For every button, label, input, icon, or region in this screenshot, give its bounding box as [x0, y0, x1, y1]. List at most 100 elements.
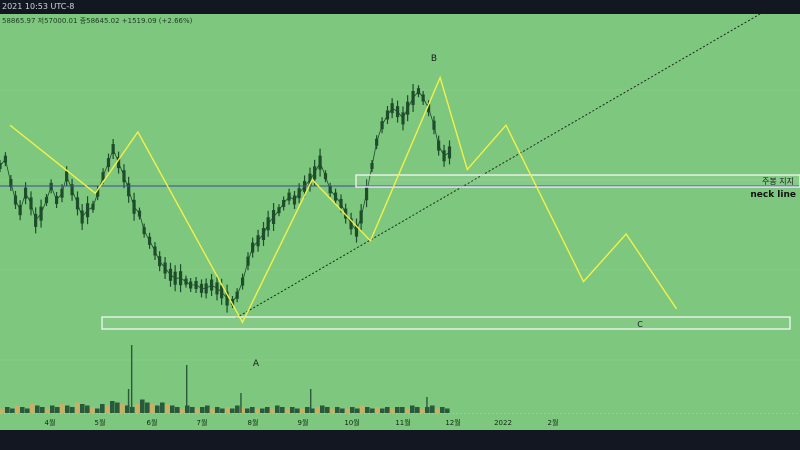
neckline-label: neck line	[750, 190, 796, 200]
volume-bar-9	[45, 408, 50, 413]
volume-bar-39	[195, 408, 200, 413]
volume-bar-70	[350, 407, 355, 413]
volume-spike-1	[127, 389, 130, 413]
volume-bar-66	[330, 408, 335, 413]
x-axis: 4월 5월 6월 7월 8월 9월 10월 11월 12월 2022 2월	[45, 418, 559, 427]
volume-bar-24	[120, 404, 125, 413]
volume-bar-40	[200, 407, 205, 413]
volume-bar-61	[305, 407, 310, 413]
volume-bar-1	[5, 407, 10, 413]
volume-bar-11	[55, 407, 60, 413]
x-tick-label-10: 2월	[548, 418, 559, 427]
volume-bar-42	[210, 408, 215, 413]
volume-bar-64	[320, 405, 325, 413]
x-tick-label-4: 8월	[248, 418, 259, 427]
wave-label-b: B	[431, 54, 437, 64]
volume-bar-34	[170, 405, 175, 413]
volume-bar-13	[65, 405, 70, 413]
volume-bar-71	[355, 408, 360, 413]
volume-bar-89	[445, 408, 450, 413]
volume-bar-55	[275, 405, 280, 413]
top-bar: 2021 10:53 UTC-8	[0, 0, 800, 14]
trendline[interactable]	[235, 13, 761, 319]
volume-bar-12	[60, 404, 65, 413]
volume-bar-54	[270, 408, 275, 413]
plot-area[interactable]	[0, 14, 800, 430]
volume-spike-4	[310, 389, 312, 413]
volume-bar-36	[180, 408, 185, 413]
volume-bar-56	[280, 407, 285, 413]
volume-bar-69	[345, 408, 350, 413]
volume-bar-27	[135, 404, 140, 413]
volume-bar-86	[430, 405, 435, 413]
volume-bar-87	[435, 408, 440, 413]
volume-bar-31	[155, 405, 160, 413]
volume-bar-21	[105, 405, 110, 413]
volume-bar-25	[125, 405, 130, 413]
volume-bar-65	[325, 407, 330, 413]
x-tick-label-5: 9월	[298, 418, 309, 427]
support-box[interactable]	[355, 174, 800, 188]
volume-spike-2	[186, 365, 188, 413]
volume-bar-81	[405, 408, 410, 413]
price-body-0	[0, 163, 2, 169]
wave-label-c: C	[637, 320, 643, 329]
volume-bar-0	[0, 408, 5, 413]
axis-bottom-strip	[0, 430, 800, 450]
volume-spike-0	[130, 345, 133, 413]
volume-bar-46	[230, 408, 235, 413]
volume-bar-79	[395, 407, 400, 413]
datetime-label: 2021 10:53 UTC-8	[2, 2, 75, 11]
volume-bar-75	[375, 407, 380, 413]
volume-bar-63	[315, 407, 320, 413]
volume-bar-7	[35, 405, 40, 413]
volume-bar-44	[220, 408, 225, 413]
volume-bar-49	[245, 408, 250, 413]
volume-series	[0, 345, 800, 414]
grid-lines	[0, 89, 800, 361]
volume-bar-10	[50, 405, 55, 413]
volume-bar-68	[340, 408, 345, 413]
volume-bar-76	[380, 408, 385, 413]
ohlc-readout: 58865.97 저57000.01 종58645.02 +1519.09 (+…	[2, 17, 193, 25]
volume-bar-67	[335, 407, 340, 413]
wave-label-a: A	[253, 359, 260, 369]
volume-bar-77	[385, 407, 390, 413]
volume-bar-58	[290, 407, 295, 413]
volume-bar-35	[175, 407, 180, 413]
target-box-c[interactable]	[101, 316, 791, 330]
wave-projection[interactable]	[9, 75, 678, 324]
volume-bar-51	[255, 408, 260, 413]
volume-bar-50	[250, 407, 255, 413]
volume-bar-52	[260, 408, 265, 413]
volume-bar-60	[300, 408, 305, 413]
x-tick-label-2: 6월	[147, 418, 158, 427]
volume-bar-19	[95, 408, 100, 413]
volume-bar-84	[420, 408, 425, 413]
volume-bar-74	[370, 408, 375, 413]
volume-bar-80	[400, 407, 405, 413]
volume-bar-2	[10, 408, 15, 413]
x-tick-label-6: 10월	[344, 418, 359, 427]
volume-bar-30	[150, 404, 155, 413]
volume-bar-38	[190, 407, 195, 413]
volume-bar-83	[415, 407, 420, 413]
x-tick-label-1: 5월	[95, 418, 106, 427]
volume-bar-16	[80, 404, 85, 413]
volume-bar-59	[295, 408, 300, 413]
volume-bar-5	[25, 408, 30, 413]
volume-bar-41	[205, 405, 210, 413]
volume-bar-22	[110, 401, 115, 413]
volume-bar-4	[20, 407, 25, 413]
volume-bar-47	[235, 405, 240, 413]
price-line	[0, 90, 450, 303]
volume-bar-53	[265, 407, 270, 413]
volume-bar-29	[145, 402, 150, 413]
volume-bar-73	[365, 407, 370, 413]
volume-bar-23	[115, 402, 120, 413]
volume-bar-6	[30, 404, 35, 413]
volume-bar-8	[40, 407, 45, 413]
volume-spike-5	[426, 397, 428, 413]
